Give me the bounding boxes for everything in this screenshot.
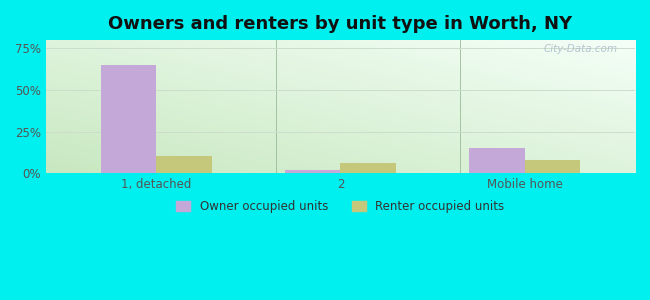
Bar [341,163,396,173]
Text: City-Data.com: City-Data.com [543,44,618,54]
Bar [469,148,525,173]
Bar [156,157,211,173]
Bar [285,170,341,173]
Legend: Owner occupied units, Renter occupied units: Owner occupied units, Renter occupied un… [172,195,510,218]
Title: Owners and renters by unit type in Worth, NY: Owners and renters by unit type in Worth… [109,15,573,33]
Bar [525,160,580,173]
Bar [101,65,156,173]
